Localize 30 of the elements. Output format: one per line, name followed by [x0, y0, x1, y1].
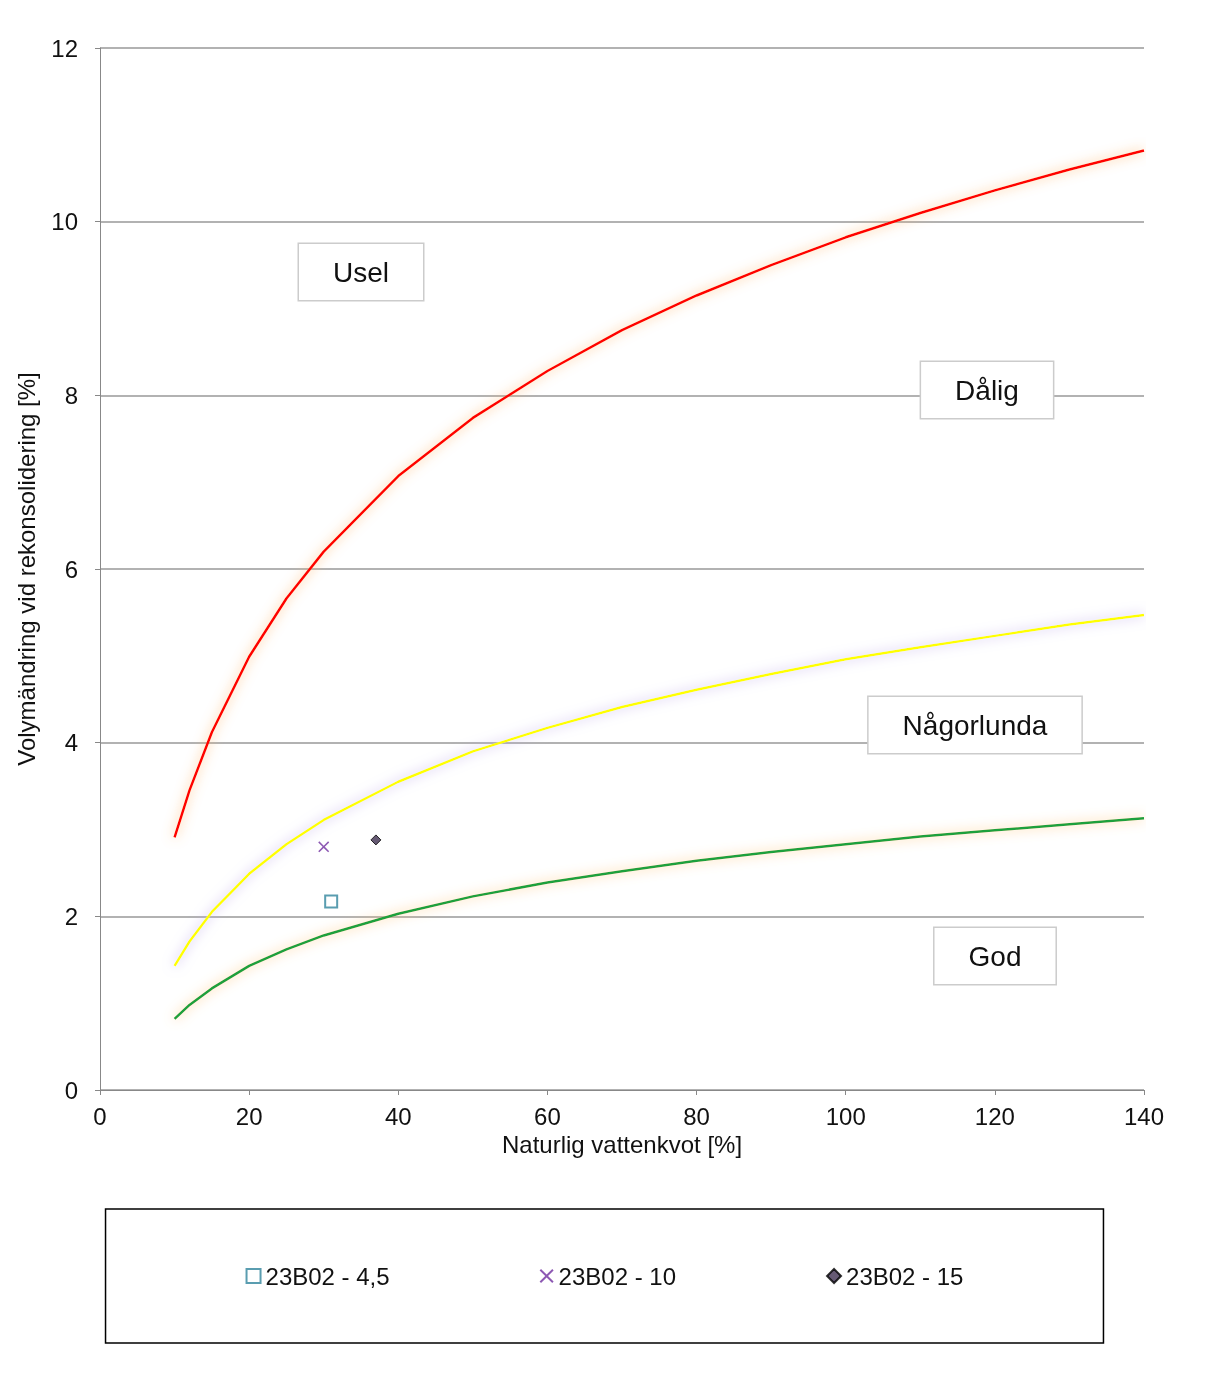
point [370, 834, 382, 846]
x-axis-title: Naturlig vattenkvot [%] [501, 1131, 743, 1159]
line-series [173, 149, 1146, 839]
annotation: Någorlunda [902, 709, 1048, 741]
line-series [173, 816, 1146, 1021]
legend-label: 23B02 - 4,5 [265, 1262, 390, 1290]
y-tick-label: 6 [64, 555, 78, 583]
x-tick-label: 140 [1123, 1102, 1165, 1130]
annotation: Dålig [955, 374, 1019, 406]
legend-label: 23B02 - 10 [558, 1262, 677, 1290]
y-axis-title: Volymändring vid rekonsolidering [%] [12, 372, 40, 766]
x-tick-label: 20 [235, 1102, 263, 1130]
annotation: Usel [332, 256, 390, 288]
x-tick-label: 120 [974, 1102, 1015, 1130]
legend-label: 23B02 - 15 [846, 1262, 964, 1290]
point [324, 894, 339, 909]
y-tick-label: 0 [64, 1076, 78, 1104]
x-tick-label: 100 [825, 1102, 866, 1130]
y-tick-label: 12 [51, 34, 78, 62]
annotation: God [968, 940, 1022, 972]
y-tick-label: 2 [64, 902, 78, 930]
y-tick-label: 8 [64, 381, 78, 409]
line-series [173, 613, 1146, 968]
point [318, 841, 330, 853]
x-tick-label: 40 [384, 1102, 412, 1130]
y-tick-label: 4 [64, 729, 78, 757]
y-tick-label: 10 [51, 208, 78, 236]
x-tick-label: 80 [683, 1102, 710, 1130]
x-tick-label: 0 [93, 1102, 107, 1130]
x-tick-label: 60 [534, 1102, 561, 1130]
